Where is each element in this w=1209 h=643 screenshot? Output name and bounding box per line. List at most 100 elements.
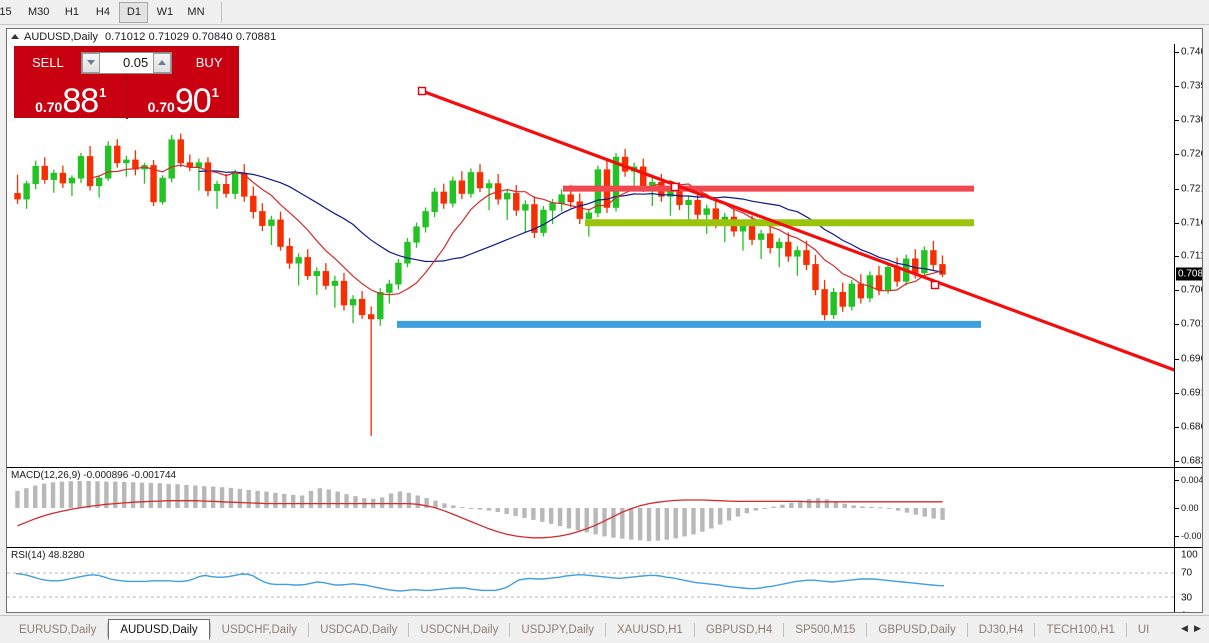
candle-body: [939, 264, 946, 275]
candle-body: [921, 250, 928, 274]
chart-tab-audusd-daily[interactable]: AUDUSD,Daily: [108, 619, 210, 640]
candle-body: [567, 194, 574, 203]
trendline-anchor-handle[interactable]: [417, 86, 427, 96]
timeframe-button-h4[interactable]: H4: [95, 6, 110, 18]
sell-button[interactable]: SELL: [31, 55, 64, 70]
candle-body: [322, 271, 330, 286]
timeframe-button-w1[interactable]: W1: [156, 6, 174, 18]
chart-tab-usdcad-daily[interactable]: USDCAD,Daily: [320, 623, 398, 636]
macd-bar: [869, 507, 874, 509]
trendline-anchor-handle[interactable]: [670, 182, 680, 192]
candle-body: [313, 271, 320, 277]
tab-divider: [866, 623, 868, 637]
macd-bar: [806, 499, 812, 508]
macd-bar: [575, 508, 581, 531]
macd-bar: [726, 508, 732, 521]
macd-label: MACD(12,26,9) -0.000896 -0.001744: [11, 470, 177, 481]
candle-body: [703, 208, 710, 215]
macd-bar: [798, 500, 803, 508]
chart-tab-usdcnh-daily[interactable]: USDCNH,Daily: [420, 623, 499, 636]
macd-bar: [540, 508, 545, 522]
current-price-tag: 0.70881: [1176, 267, 1202, 281]
timeframe-button-m15[interactable]: 15: [0, 6, 12, 18]
volume-input[interactable]: 0.05: [122, 55, 149, 70]
rsi-label: RSI(14) 48.8280: [11, 550, 85, 561]
candle-body: [458, 180, 466, 194]
candle-body: [549, 202, 556, 211]
macd-bar: [709, 508, 714, 529]
chart-tab-tech100-h1[interactable]: TECH100,H1: [1046, 623, 1115, 636]
candle-body: [558, 194, 565, 204]
buy-button[interactable]: BUY: [195, 55, 223, 70]
macd-bar: [273, 492, 278, 508]
candle-body: [776, 241, 783, 249]
chart-tab-gbpusd-daily[interactable]: GBPUSD,Daily: [878, 623, 956, 636]
chart-tab-usdjpy-daily[interactable]: USDJPY,Daily: [521, 623, 594, 636]
price-scale[interactable]: 0.74070 0.73580 0.73090 0.72600 0.72110 0.716…: [1174, 44, 1202, 467]
macd-bar: [780, 504, 785, 508]
chart-tab-usdchf-daily[interactable]: USDCHF,Daily: [221, 623, 298, 636]
chart-tab-xauusd-h1[interactable]: XAUUSD,H1: [617, 623, 683, 636]
timeframe-button-m30[interactable]: M30: [28, 6, 50, 18]
candle-body: [875, 275, 883, 290]
price-scale-label: 0.72600: [1181, 148, 1202, 160]
macd-bar: [175, 484, 180, 508]
candle-body: [304, 257, 311, 277]
price-scale-label: 0.72110: [1181, 183, 1202, 195]
candle-body: [268, 219, 275, 226]
macd-bar: [193, 485, 198, 508]
timeframe-toolbar: 15 M30 H1 H4 D1 W1 MN: [0, 0, 1209, 25]
downtrend-line[interactable]: [421, 89, 1178, 373]
chart-tab-ui[interactable]: UI: [1137, 623, 1150, 636]
macd-bar: [379, 497, 385, 508]
timeframe-button-d1[interactable]: D1: [119, 1, 149, 23]
timeframe-button-h1[interactable]: H1: [64, 6, 79, 18]
collapse-triangle-icon[interactable]: [11, 34, 19, 39]
macd-scale-tick: [1175, 508, 1179, 509]
candle-body: [177, 139, 184, 164]
chart-tab-gbpusd-h4[interactable]: GBPUSD,H4: [705, 623, 773, 636]
price-scale-tick: [1175, 120, 1179, 122]
rsi-scale: 100 70 30 0: [1174, 547, 1202, 613]
chart-tab-dj30-h4[interactable]: DJ30,H4: [978, 623, 1024, 636]
candle-body: [413, 226, 420, 243]
volume-increment-button[interactable]: [153, 52, 172, 73]
chart-tab-sp500-m15[interactable]: SP500,M15: [795, 623, 856, 636]
price-scale-tick: [1175, 222, 1179, 224]
tab-divider: [509, 623, 511, 637]
oct-price-row: 0.70 88 1 0.70 90 1: [15, 75, 238, 119]
macd-bar: [317, 488, 323, 508]
macd-bar: [851, 505, 856, 508]
candle-body: [522, 204, 529, 211]
buy-price-cell[interactable]: 0.70 90 1: [128, 75, 239, 119]
macd-bar: [255, 490, 260, 508]
macd-bar: [717, 508, 723, 525]
candle-body: [739, 225, 747, 232]
rsi-chart-svg: [7, 572, 1176, 598]
tab-divider: [107, 623, 109, 637]
macd-bar: [700, 508, 705, 532]
tab-scroll-left-icon[interactable]: ◀: [1181, 623, 1188, 633]
candle-body: [150, 165, 157, 203]
rsi-scale-label: 0: [1181, 611, 1187, 613]
moving-average-fast-line: [89, 164, 943, 296]
macd-bar: [415, 495, 420, 508]
timeframe-button-mn[interactable]: MN: [187, 6, 205, 18]
trendline-anchor-handle[interactable]: [930, 280, 940, 290]
tab-scroll-right-icon[interactable]: ▶: [1194, 623, 1201, 633]
volume-decrement-button[interactable]: [81, 52, 100, 73]
macd-bar: [878, 507, 883, 509]
macd-bar: [282, 493, 287, 508]
sell-price-cell[interactable]: 0.70 88 1: [15, 75, 128, 119]
tab-divider: [966, 623, 968, 637]
candle-body: [476, 172, 484, 189]
tab-divider: [693, 623, 695, 637]
macd-bar: [139, 482, 145, 508]
candle-body: [503, 193, 511, 200]
candle-body: [612, 156, 620, 208]
chart-tab-eurusd-daily[interactable]: EURUSD,Daily: [19, 623, 97, 636]
candle-body: [377, 291, 384, 320]
volume-stepper[interactable]: 0.05: [80, 51, 173, 74]
tab-divider: [1034, 623, 1036, 637]
candle-body: [467, 172, 475, 194]
